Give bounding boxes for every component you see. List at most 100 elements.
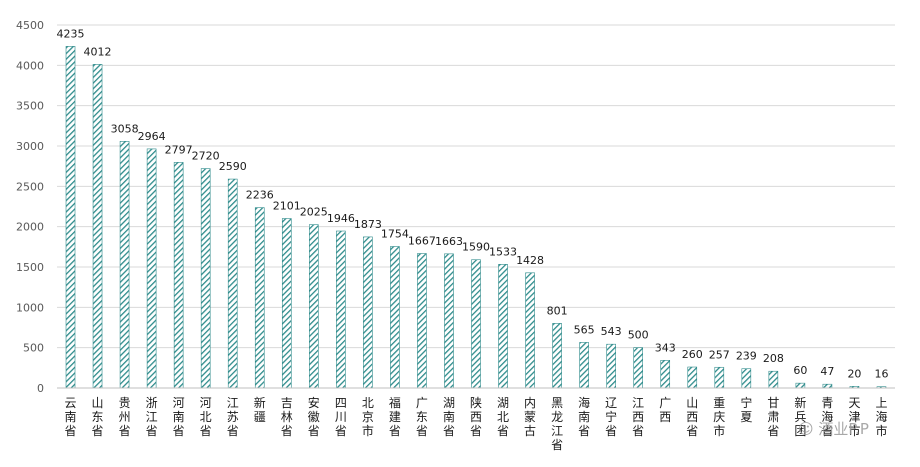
data-label: 543 <box>601 325 622 338</box>
bar <box>579 342 589 389</box>
data-label: 1533 <box>489 245 517 258</box>
x-tick-label: 宁夏 <box>740 395 752 424</box>
x-tick-label: 湖南省 <box>443 395 455 438</box>
bar <box>281 218 292 389</box>
data-label: 2236 <box>246 189 274 202</box>
data-label: 1946 <box>327 212 355 225</box>
data-label: 2025 <box>300 206 328 219</box>
x-tick-label: 甘肃省 <box>767 396 779 438</box>
x-tick-label: 河北省 <box>200 396 212 438</box>
bars <box>65 46 887 389</box>
data-label: 4235 <box>57 27 85 40</box>
y-tick-label: 1000 <box>16 301 44 314</box>
y-tick-label: 4500 <box>16 19 44 32</box>
bar <box>768 370 779 389</box>
data-label: 239 <box>736 350 757 363</box>
x-tick-label: 黑龙江省 <box>551 396 563 452</box>
x-tick-label: 陕西省 <box>470 395 482 438</box>
x-tick-label: 广东省 <box>416 396 428 438</box>
data-label: 257 <box>709 348 730 361</box>
data-label: 1873 <box>354 218 382 231</box>
bar <box>498 264 508 389</box>
watermark: ☺ 酒业P.P <box>798 418 869 439</box>
x-tick-label: 海南省 <box>578 395 590 438</box>
data-label: 2590 <box>219 160 247 173</box>
y-tick-label: 500 <box>23 342 44 355</box>
bar <box>741 368 752 389</box>
bar <box>417 253 427 389</box>
data-label: 4012 <box>84 45 112 58</box>
data-label: 1754 <box>381 228 409 241</box>
x-tick-label: 山东省 <box>92 396 104 438</box>
bar <box>173 162 184 389</box>
data-label: 801 <box>547 304 568 317</box>
x-tick-label: 江西省 <box>632 396 644 438</box>
data-label: 2797 <box>165 143 193 156</box>
bar <box>633 347 643 389</box>
data-label: 565 <box>574 323 595 336</box>
data-label: 1663 <box>435 235 463 248</box>
data-label: 343 <box>655 341 676 354</box>
gridlines <box>57 24 895 389</box>
x-tick-label: 青海省 <box>821 396 833 438</box>
data-label: 1428 <box>516 254 544 267</box>
x-tick-label: 江苏省 <box>227 396 239 438</box>
data-label: 60 <box>793 364 807 377</box>
x-tick-label: 新兵团 <box>794 395 806 438</box>
x-tick-label: 福建省 <box>389 395 401 438</box>
x-tick-label: 山西省 <box>686 396 698 438</box>
bar <box>119 141 130 389</box>
x-tick-label: 云南省 <box>65 396 77 438</box>
y-tick-label: 4000 <box>16 59 44 72</box>
bar <box>227 178 238 389</box>
x-tick-label: 四川省 <box>335 396 347 438</box>
bar <box>714 366 725 389</box>
x-tick-label: 重庆市 <box>713 396 725 438</box>
x-tick-label: 贵州省 <box>119 396 131 438</box>
bar <box>200 168 211 389</box>
x-tick-label: 内蒙古 <box>524 396 536 438</box>
bar <box>390 246 400 389</box>
x-tick-label: 辽宁省 <box>605 396 617 438</box>
data-label: 20 <box>847 367 861 380</box>
bar <box>471 259 481 389</box>
bar <box>822 383 833 389</box>
x-tick-label: 湖北省 <box>497 395 509 438</box>
y-tick-label: 3000 <box>16 140 44 153</box>
data-label: 1667 <box>408 235 436 248</box>
data-label: 260 <box>682 348 703 361</box>
bar <box>92 64 103 389</box>
bar <box>606 343 616 389</box>
data-label: 3058 <box>111 122 139 135</box>
bar <box>660 360 671 389</box>
y-tick-label: 1500 <box>16 261 44 274</box>
data-label: 16 <box>874 368 888 381</box>
bar <box>65 46 76 389</box>
x-tick-label: 北京市 <box>362 396 374 438</box>
x-tick-label: 新疆 <box>254 395 266 424</box>
data-label: 500 <box>628 329 649 342</box>
bar <box>687 366 698 389</box>
x-tick-label: 安徽省 <box>308 395 320 438</box>
bar <box>444 253 454 389</box>
x-tick-label: 天津市 <box>848 396 860 438</box>
y-tick-label: 2000 <box>16 221 44 234</box>
y-axis: 0 500 1000 1500 2000 2500 3000 3500 4000 4500 <box>16 19 44 395</box>
watermark-text: 酒业P.P <box>818 420 869 438</box>
x-tick-label: 河南省 <box>173 396 185 438</box>
data-label: 47 <box>820 365 834 378</box>
bar <box>525 272 535 389</box>
y-tick-label: 0 <box>37 382 44 395</box>
x-tick-label: 上海市 <box>875 396 887 438</box>
data-label: 208 <box>763 352 784 365</box>
x-tick-label: 浙江省 <box>146 396 158 438</box>
bar <box>552 323 562 389</box>
bar <box>795 382 806 389</box>
bar <box>146 148 157 389</box>
x-tick-label: 广西 <box>659 396 671 424</box>
bar <box>309 224 319 389</box>
data-label: 2964 <box>138 130 166 143</box>
data-label: 1590 <box>462 241 490 254</box>
bar <box>336 230 346 389</box>
